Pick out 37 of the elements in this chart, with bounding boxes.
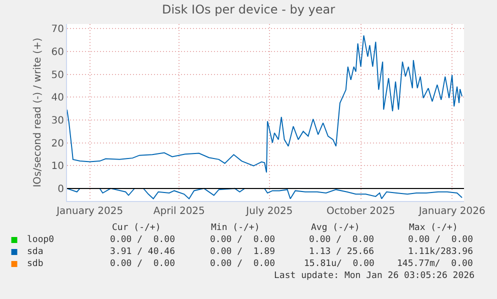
y-tick-label: 40 — [51, 92, 64, 104]
y-tick-label: 0 — [58, 184, 64, 195]
text: Max (-/+) — [409, 223, 458, 233]
text: 0.00 / 0.00 — [210, 259, 276, 269]
legend-label: sdb — [27, 259, 44, 269]
x-tick-label: October 2025 — [326, 206, 396, 217]
x-tick-label: July 2025 — [245, 206, 293, 217]
y-tick-label: 30 — [51, 115, 64, 126]
legend-label: sda — [27, 247, 44, 257]
text: 1.11k/283.96 — [408, 247, 474, 257]
x-tick-label: April 2025 — [153, 206, 205, 217]
text: 3.91 / 40.46 — [110, 247, 176, 257]
x-tick-label: January 2026 — [418, 206, 486, 217]
x-tick-label: January 2025 — [56, 206, 124, 217]
line-series — [67, 34, 463, 173]
text: 0.00 / 1.89 — [210, 247, 276, 257]
text: 0.00 / 0.00 — [110, 235, 176, 245]
text: Avg (-/+) — [311, 223, 360, 233]
y-tick-label: 60 — [51, 46, 64, 58]
text: 0.00 / 0.00 — [408, 235, 474, 245]
text: Last update: Mon Jan 26 03:05:26 2026 — [274, 271, 474, 281]
text: 15.81u/ 0.00 — [304, 259, 374, 269]
text: 145.77m/ 0.00 — [397, 259, 473, 269]
line-series — [67, 188, 463, 200]
text: Min (-/+) — [211, 223, 260, 233]
text: 0.00 / 0.00 — [309, 235, 374, 245]
legend-label: loop0 — [27, 235, 54, 245]
chart-title: Disk IOs per device - by year — [162, 2, 336, 16]
text: 0.00 / 0.00 — [110, 259, 176, 269]
text: 1.13 / 25.66 — [309, 247, 374, 257]
y-tick-label: 20 — [51, 138, 64, 150]
y-tick-label: 10 — [51, 161, 64, 172]
y-tick-label: 70 — [51, 24, 64, 36]
y-tick-label: 50 — [51, 70, 64, 81]
text: 0.00 / 0.00 — [210, 235, 276, 245]
y-axis-title: IOs/second read (-) / write (+) — [32, 38, 44, 188]
text: Cur (-/+) — [112, 223, 161, 233]
